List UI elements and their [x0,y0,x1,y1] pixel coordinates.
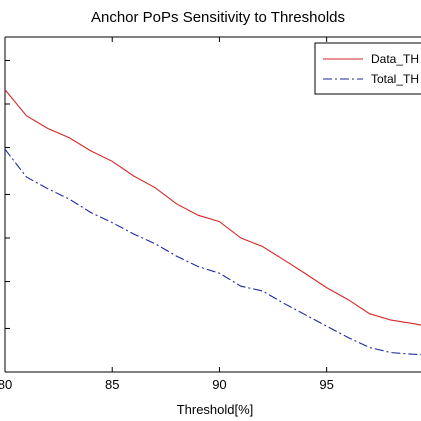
series-line-1 [4,89,421,326]
legend: Data_TH Total_TH [314,42,421,95]
x-tick-label: 95 [319,377,333,392]
x-tick-label: 85 [105,377,119,392]
x-tick-label: 90 [212,377,226,392]
chart-title: Anchor PoPs Sensitivity to Thresholds [91,9,345,26]
legend-box [314,42,421,95]
x-tick-label: 80 [0,377,12,392]
x-axis-label: Threshold[%] [177,402,254,417]
plot-area [4,36,421,373]
legend-label: Data_TH [371,52,419,66]
legend-label: Total_TH [371,72,419,86]
series-line-2 [4,148,421,356]
